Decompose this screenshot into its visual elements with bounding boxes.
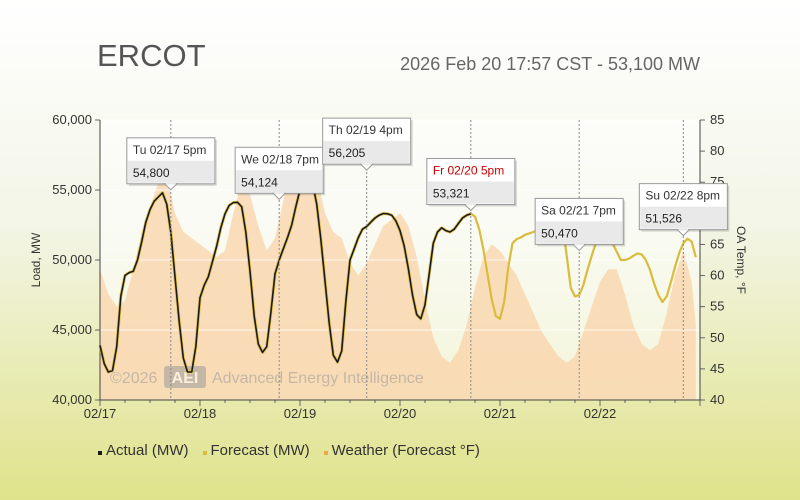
legend-label-actual: Actual (MW) — [106, 442, 189, 459]
watermark-company: Advanced Energy Intelligence — [212, 370, 424, 387]
legend-swatch-forecast — [202, 450, 207, 455]
callout[interactable]: Th 02/19 4pm 56,205 — [322, 117, 413, 171]
callout-value-band — [536, 221, 623, 244]
y2-tick-label: 65 — [710, 236, 724, 251]
callout-value: 53,321 — [433, 187, 470, 201]
legend-item-actual[interactable]: Actual (MW) — [98, 442, 189, 459]
callout-value-band — [427, 181, 514, 204]
x-tick-label: 02/17 — [84, 406, 117, 421]
y-axis-title: Load, MW — [29, 232, 43, 287]
legend-item-weather[interactable]: Weather (Forecast °F) — [323, 442, 480, 459]
actual-series-line — [99, 172, 472, 373]
callout-value: 50,470 — [541, 226, 578, 240]
watermark-logo-text: AEI — [172, 370, 199, 387]
callout-value-band — [127, 160, 214, 183]
callout-label: We 02/18 7pm — [241, 152, 319, 166]
chart-legend: Actual (MW) Forecast (MW) Weather (Forec… — [98, 442, 480, 459]
callout-label: Fr 02/20 5pm — [433, 164, 504, 178]
y2-tick-label: 85 — [710, 112, 724, 127]
x-tick-label: 02/22 — [584, 406, 617, 421]
callout-value: 51,526 — [645, 212, 682, 226]
legend-label-forecast: Forecast (MW) — [210, 442, 310, 459]
y2-tick-label: 40 — [710, 392, 724, 407]
y2-tick-label: 55 — [710, 299, 724, 314]
y-tick-label: 50,000 — [52, 252, 92, 267]
status-readout: 2026 Feb 20 17:57 CST - 53,100 MW — [400, 54, 700, 74]
legend-swatch-actual — [98, 450, 102, 455]
y-tick-label: 60,000 — [52, 112, 92, 127]
callout[interactable]: Fr 02/20 5pm 53,321 — [426, 158, 517, 212]
callout-label: Tu 02/17 5pm — [133, 143, 207, 157]
callout-value-band — [323, 141, 410, 164]
y-tick-label: 45,000 — [52, 322, 92, 337]
callout-value: 54,124 — [241, 175, 278, 189]
weather-series-area — [100, 151, 696, 400]
legend-item-forecast[interactable]: Forecast (MW) — [202, 442, 310, 459]
callout[interactable]: Sa 02/21 7pm 50,470 — [534, 197, 626, 252]
legend-swatch-weather — [323, 450, 328, 455]
callout[interactable]: Su 02/22 8pm 51,526 — [638, 183, 730, 237]
callout-value: 54,800 — [133, 166, 170, 180]
x-tick-label: 02/19 — [284, 406, 317, 421]
y2-axis-title: OA Temp, °F — [734, 226, 748, 294]
watermark-logo-box — [164, 366, 206, 388]
callout-value-band — [640, 206, 727, 229]
callout[interactable]: We 02/18 7pm 54,124 — [234, 146, 326, 200]
callout-value-band — [236, 170, 323, 193]
chart-title: ERCOT — [97, 38, 206, 73]
y-tick-label: 40,000 — [52, 392, 92, 407]
forecast-series-line — [470, 212, 697, 320]
callout[interactable]: Tu 02/17 5pm 54,800 — [126, 137, 217, 191]
watermark-year: ©2026 — [110, 370, 157, 387]
y2-tick-label: 80 — [710, 143, 724, 158]
watermark: ©2026 AEI Advanced Energy Intelligence — [110, 366, 424, 388]
x-tick-label: 02/20 — [384, 406, 417, 421]
y-tick-label: 55,000 — [52, 182, 92, 197]
y2-tick-label: 50 — [710, 330, 724, 345]
callout-value: 56,205 — [329, 146, 366, 160]
y2-tick-label: 45 — [710, 361, 724, 376]
callout-label: Su 02/22 8pm — [645, 189, 720, 203]
y2-tick-label: 60 — [710, 268, 724, 283]
x-tick-label: 02/18 — [184, 406, 217, 421]
legend-label-weather: Weather (Forecast °F) — [331, 442, 480, 459]
callout-label: Th 02/19 4pm — [329, 123, 403, 137]
x-tick-label: 02/21 — [484, 406, 517, 421]
callout-label: Sa 02/21 7pm — [541, 203, 616, 217]
